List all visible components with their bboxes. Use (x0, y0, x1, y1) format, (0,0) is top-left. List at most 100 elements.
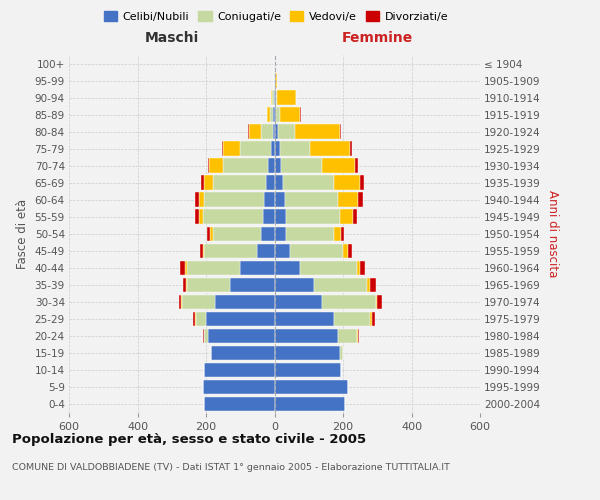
Bar (310, 142, 350, 156)
Bar (322, 294, 376, 309)
Bar (203, 244, 204, 258)
Bar (268, 158, 275, 173)
Bar (275, 362, 341, 377)
Bar (186, 278, 187, 292)
Bar (358, 328, 359, 343)
Bar (213, 226, 261, 241)
Bar (370, 278, 376, 292)
Bar (195, 312, 196, 326)
Bar (280, 142, 310, 156)
Bar (275, 260, 300, 275)
Bar (341, 226, 344, 241)
Bar (275, 74, 277, 88)
Bar (275, 210, 286, 224)
Bar (274, 90, 275, 105)
Bar (360, 260, 365, 275)
Legend: Celibi/Nubili, Coniugati/e, Vedovi/e, Divorziati/e: Celibi/Nubili, Coniugati/e, Vedovi/e, Di… (100, 6, 452, 26)
Bar (206, 226, 210, 241)
Bar (203, 328, 204, 343)
Bar (230, 278, 275, 292)
Bar (210, 226, 213, 241)
Bar (356, 328, 358, 343)
Bar (334, 226, 341, 241)
Bar (360, 176, 364, 190)
Bar (213, 176, 266, 190)
Bar (275, 108, 276, 122)
Bar (203, 210, 263, 224)
Bar (195, 210, 199, 224)
Bar (275, 278, 314, 292)
Bar (275, 192, 285, 207)
Bar (263, 210, 275, 224)
Bar (338, 192, 358, 207)
Bar (334, 312, 370, 326)
Bar (209, 158, 223, 173)
Bar (275, 312, 334, 326)
Bar (274, 108, 275, 122)
Bar (271, 142, 275, 156)
Bar (206, 312, 275, 326)
Bar (340, 124, 341, 139)
Text: Femmine: Femmine (341, 31, 413, 45)
Bar (257, 244, 275, 258)
Bar (187, 260, 240, 275)
Bar (280, 108, 300, 122)
Bar (211, 346, 275, 360)
Bar (334, 176, 360, 190)
Bar (181, 294, 182, 309)
Bar (208, 328, 275, 343)
Bar (353, 210, 358, 224)
Bar (343, 244, 348, 258)
Bar (340, 346, 343, 360)
Bar (196, 312, 206, 326)
Bar (285, 192, 338, 207)
Bar (275, 90, 277, 105)
Y-axis label: Anni di nascita: Anni di nascita (547, 190, 559, 278)
Bar (275, 142, 280, 156)
Text: Maschi: Maschi (145, 31, 199, 45)
Bar (376, 294, 377, 309)
Bar (201, 176, 204, 190)
Bar (377, 294, 382, 309)
Bar (261, 124, 273, 139)
Bar (193, 312, 195, 326)
Bar (268, 108, 270, 122)
Bar (240, 260, 275, 275)
Bar (278, 124, 295, 139)
Bar (223, 158, 268, 173)
Bar (199, 210, 203, 224)
Bar (215, 294, 275, 309)
Bar (275, 346, 340, 360)
Bar (275, 397, 345, 411)
Text: COMUNE DI VALDOBBIADENE (TV) - Dati ISTAT 1° gennaio 2005 - Elaborazione TUTTITA: COMUNE DI VALDOBBIADENE (TV) - Dati ISTA… (12, 462, 450, 471)
Bar (340, 210, 353, 224)
Bar (275, 294, 322, 309)
Bar (249, 124, 261, 139)
Bar (204, 328, 208, 343)
Bar (266, 176, 275, 190)
Bar (372, 312, 375, 326)
Bar (300, 260, 356, 275)
Bar (195, 192, 199, 207)
Bar (200, 244, 203, 258)
Bar (240, 142, 271, 156)
Bar (275, 226, 286, 241)
Bar (348, 244, 352, 258)
Bar (223, 142, 240, 156)
Bar (277, 90, 296, 105)
Bar (275, 124, 278, 139)
Bar (199, 192, 204, 207)
Bar (204, 397, 275, 411)
Bar (261, 226, 275, 241)
Bar (270, 108, 274, 122)
Bar (184, 278, 186, 292)
Bar (181, 260, 185, 275)
Bar (276, 108, 280, 122)
Bar (290, 244, 343, 258)
Bar (185, 260, 187, 275)
Bar (204, 244, 257, 258)
Bar (275, 244, 290, 258)
Bar (208, 158, 209, 173)
Bar (350, 142, 352, 156)
Bar (283, 176, 334, 190)
